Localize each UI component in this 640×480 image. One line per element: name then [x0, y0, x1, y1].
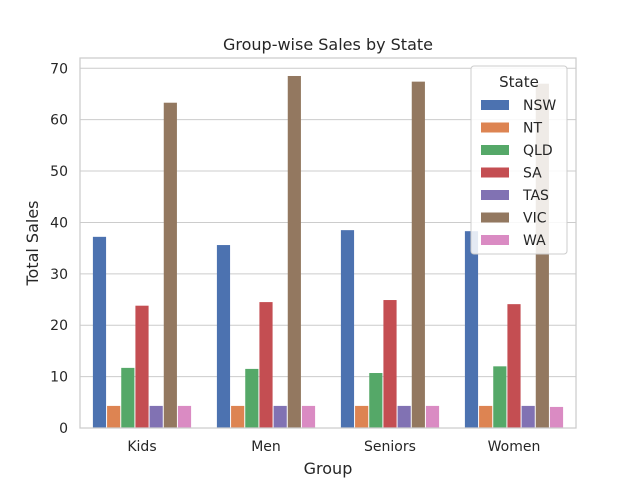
bars — [92, 75, 564, 428]
y-tick-label: 60 — [50, 113, 68, 129]
legend-swatch-qld — [481, 145, 509, 155]
legend-label-nsw: NSW — [523, 98, 556, 114]
bar-sa-women — [507, 304, 521, 428]
bar-qld-seniors — [369, 373, 383, 428]
bar-nsw-kids — [92, 236, 107, 428]
bar-sa-men — [259, 302, 273, 428]
legend-swatch-tas — [481, 190, 509, 200]
bar-nsw-women — [464, 231, 479, 428]
x-axis-ticks: Kids Men Seniors Women — [127, 439, 540, 455]
x-tick-label: Kids — [127, 439, 156, 455]
x-axis-label: Group — [304, 459, 353, 478]
bar-tas-men — [273, 405, 287, 428]
bar-nt-seniors — [355, 405, 369, 428]
bar-nsw-men — [216, 245, 231, 428]
y-tick-label: 30 — [50, 267, 68, 283]
legend-swatch-sa — [481, 167, 509, 178]
legend-swatch-nsw — [481, 100, 509, 110]
legend-swatch-vic — [481, 212, 509, 223]
plot-frame — [79, 57, 577, 429]
bar-wa-women — [549, 406, 564, 428]
bar-nt-women — [479, 405, 493, 428]
bar-nt-kids — [107, 405, 121, 428]
legend-box — [470, 65, 568, 255]
bar-wa-kids — [177, 405, 192, 428]
bar-vic-seniors — [411, 81, 425, 428]
x-tick-label: Seniors — [364, 439, 416, 455]
bar-tas-kids — [149, 405, 163, 428]
y-tick-label: 0 — [59, 421, 68, 437]
legend-label-vic: VIC — [523, 211, 547, 227]
legend-label-qld: QLD — [523, 143, 553, 159]
legend: State NSW NT QLD SA TAS VIC WA — [470, 65, 568, 255]
legend-swatch-nt — [481, 122, 509, 133]
y-tick-label: 20 — [50, 318, 68, 334]
legend-label-sa: SA — [523, 166, 542, 182]
chart-title: Group-wise Sales by State — [223, 35, 433, 54]
bar-vic-kids — [163, 102, 177, 428]
bar-tas-women — [521, 405, 535, 428]
legend-label-wa: WA — [523, 233, 546, 249]
y-tick-label: 40 — [50, 215, 68, 231]
bar-nsw-seniors — [340, 230, 355, 428]
y-tick-label: 10 — [50, 370, 68, 386]
bar-nt-men — [231, 405, 245, 428]
bar-tas-seniors — [397, 405, 411, 428]
y-axis-ticks: 0 10 20 30 40 50 60 70 — [50, 61, 68, 437]
legend-label-nt: NT — [523, 121, 542, 137]
y-tick-label: 50 — [50, 164, 68, 180]
y-axis-label: Total Sales — [23, 200, 42, 286]
bar-wa-seniors — [425, 405, 440, 428]
bar-qld-women — [493, 366, 507, 428]
bar-sa-seniors — [383, 300, 397, 428]
legend-swatch-wa — [481, 235, 509, 245]
x-tick-label: Men — [251, 439, 281, 455]
bar-wa-men — [301, 405, 316, 428]
legend-label-tas: TAS — [522, 188, 549, 204]
bar-qld-men — [245, 368, 259, 428]
legend-title: State — [499, 73, 539, 91]
bar-sa-kids — [135, 305, 149, 428]
y-tick-label: 70 — [50, 61, 68, 77]
x-tick-label: Women — [488, 439, 541, 455]
bar-vic-men — [287, 75, 301, 428]
bar-qld-kids — [121, 367, 135, 428]
